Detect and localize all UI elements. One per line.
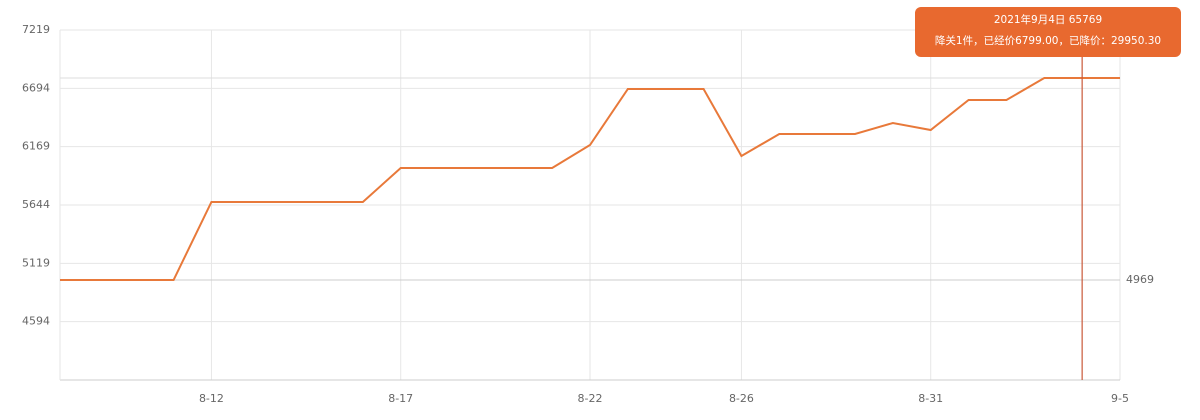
y-tick-label: 6169 <box>22 140 50 153</box>
x-tick-label: 8-26 <box>729 392 754 405</box>
reference-label: 4969 <box>1126 273 1154 286</box>
tooltip-text: 降关1件，已经价6799.00，已降价：29950.30 <box>935 34 1161 47</box>
x-tick-label: 8-31 <box>918 392 943 405</box>
y-tick-label: 7219 <box>22 23 50 36</box>
tooltip: 2021年9月4日 65769 降关1件，已经价6799.00，已降价：2995… <box>915 7 1181 57</box>
x-tick-label: 8-17 <box>388 392 413 405</box>
x-tick-label: 9-5 <box>1111 392 1129 405</box>
y-tick-label: 5119 <box>22 256 50 269</box>
y-tick-label: 5644 <box>22 198 50 211</box>
x-tick-label: 8-12 <box>199 392 224 405</box>
tooltip-box <box>915 7 1181 57</box>
tooltip-title: 2021年9月4日 65769 <box>994 13 1102 26</box>
y-tick-label: 6694 <box>22 81 50 94</box>
y-tick-label: 4594 <box>22 315 50 328</box>
x-tick-label: 8-22 <box>578 392 603 405</box>
price-line <box>60 77 1120 281</box>
